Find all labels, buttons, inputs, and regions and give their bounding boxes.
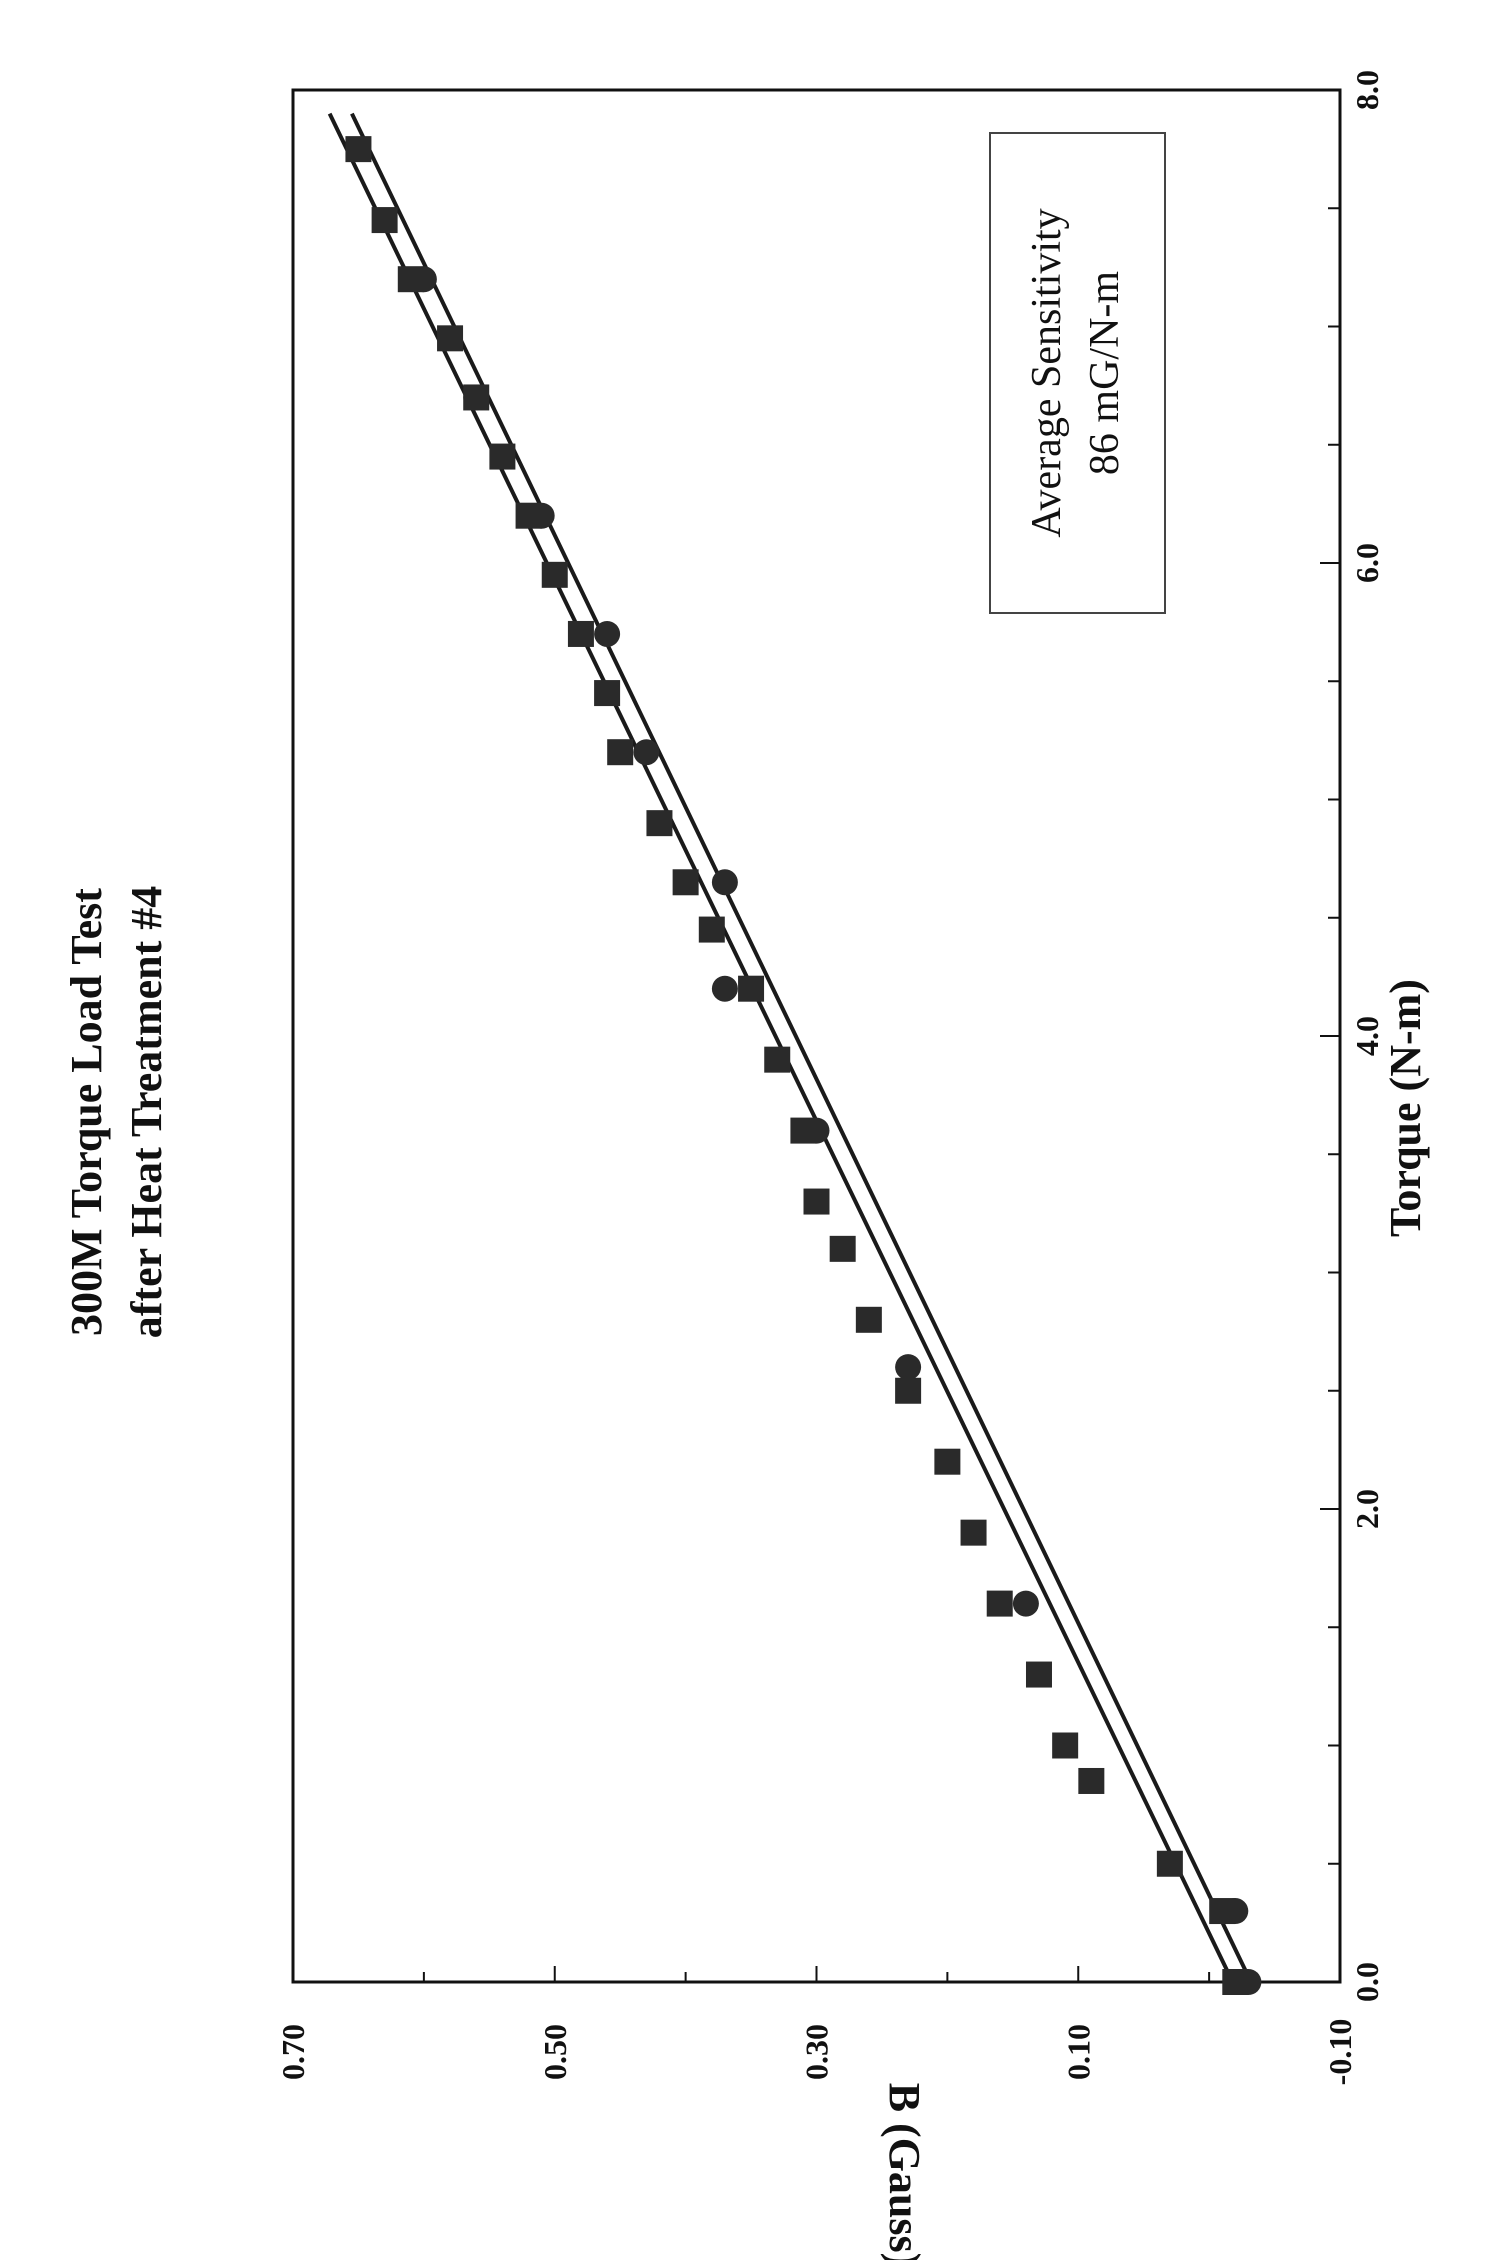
square-marker xyxy=(934,1448,961,1475)
circle-marker xyxy=(528,502,555,529)
square-marker xyxy=(371,207,398,234)
circle-marker xyxy=(711,869,738,896)
annotation-line-2: 86 mG/N-m xyxy=(1082,271,1128,475)
square-marker xyxy=(1156,1850,1183,1877)
circle-marker xyxy=(410,266,437,293)
square-marker xyxy=(803,1188,830,1215)
y-tick-label: 0.10 xyxy=(1060,2024,1096,2080)
x-tick-label: 2.0 xyxy=(1349,1489,1385,1529)
annotation-box xyxy=(989,132,1166,614)
x-tick-label: 8.0 xyxy=(1349,70,1385,110)
plot-frame xyxy=(291,88,1342,1984)
square-marker xyxy=(646,810,673,837)
square-marker xyxy=(895,1377,922,1404)
square-marker xyxy=(960,1519,987,1546)
circle-marker xyxy=(895,1354,922,1381)
square-marker xyxy=(594,680,621,707)
square-marker xyxy=(672,869,699,896)
square-marker xyxy=(1025,1661,1052,1688)
square-marker xyxy=(698,916,725,943)
circle-marker xyxy=(594,620,621,647)
circle-marker xyxy=(1222,1898,1249,1925)
square-marker xyxy=(986,1590,1013,1617)
circle-marker xyxy=(803,1117,830,1144)
x-tick-label: 4.0 xyxy=(1349,1016,1385,1056)
circle-marker xyxy=(1012,1590,1039,1617)
x-tick-label: 0.0 xyxy=(1349,1962,1385,2002)
circle-marker xyxy=(463,384,490,411)
y-tick-label: 0.30 xyxy=(799,2024,835,2080)
square-marker xyxy=(738,975,765,1002)
y-axis-label: B (Gauss) xyxy=(880,2083,929,2260)
fit-line xyxy=(350,112,1253,1983)
chart-title: 300M Torque Load Test xyxy=(62,888,111,1336)
square-marker xyxy=(541,561,568,588)
chart-subtitle: after Heat Treatment #4 xyxy=(122,886,171,1338)
y-tick-label: -0.10 xyxy=(1322,2019,1358,2086)
circle-marker xyxy=(711,975,738,1002)
square-marker xyxy=(607,739,634,766)
square-marker xyxy=(345,136,372,163)
annotation-line-1: Average Sensitivity xyxy=(1024,208,1070,537)
x-axis-label: Torque (N-m) xyxy=(1381,979,1430,1237)
x-tick-label: 6.0 xyxy=(1349,543,1385,583)
square-marker xyxy=(437,325,464,352)
square-marker xyxy=(567,620,594,647)
square-marker xyxy=(1078,1767,1105,1794)
circle-marker xyxy=(633,739,660,766)
square-marker xyxy=(489,443,516,470)
plot-area: 0.0 2.0 4.0 6.0 8.0 -0.10 0.10 0.30 0.50 0.70 Aver… xyxy=(275,70,1385,2085)
square-marker xyxy=(855,1306,882,1333)
y-tick-label: 0.70 xyxy=(275,2024,311,2080)
square-marker xyxy=(764,1046,791,1073)
square-marker xyxy=(829,1235,856,1262)
square-marker xyxy=(1052,1732,1079,1759)
y-tick-label: 0.50 xyxy=(537,2024,573,2080)
circle-marker xyxy=(1235,1969,1262,1995)
